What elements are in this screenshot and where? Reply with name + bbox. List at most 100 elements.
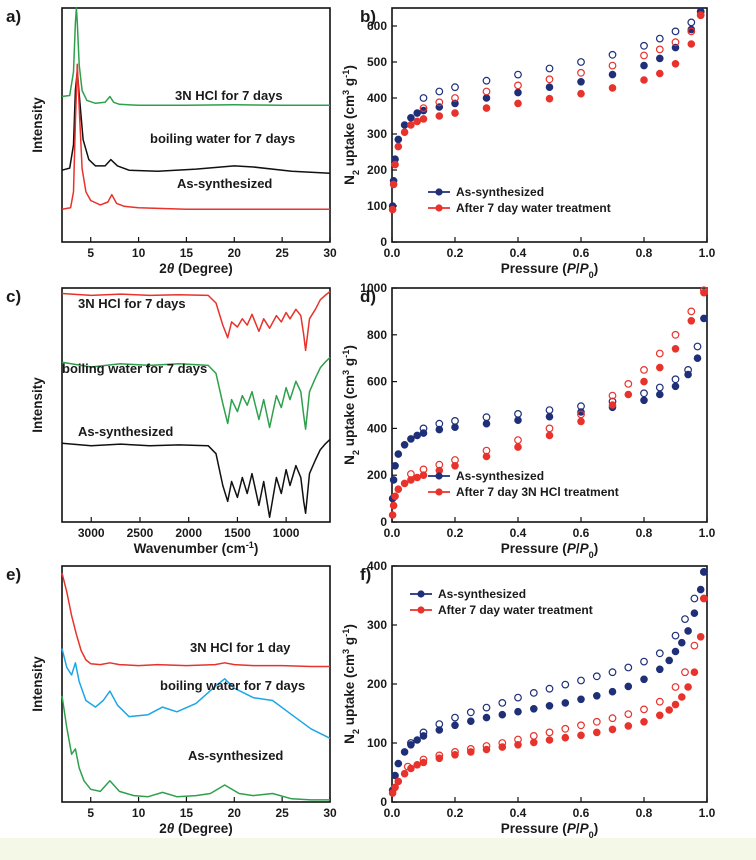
panel-label-f: f) <box>360 565 371 584</box>
trace-label-e-1: boiling water for 7 days <box>160 678 305 693</box>
x-tick-label-b: 1.0 <box>699 246 716 260</box>
data-point-b-3 <box>640 51 648 60</box>
x-axis-title-f: Pressure (P/P0) <box>501 821 598 838</box>
data-point-b-0 <box>419 106 428 115</box>
data-point-f-0 <box>514 707 522 716</box>
data-point-f-1 <box>529 689 538 697</box>
data-point-f-3 <box>545 728 554 737</box>
data-point-b-3 <box>482 87 491 96</box>
data-point-d-2 <box>391 492 399 501</box>
data-point-f-2 <box>391 783 399 792</box>
data-point-f-3 <box>451 748 459 756</box>
data-point-b-2 <box>451 109 459 117</box>
trace-label-a-0: 3N HCl for 7 days <box>175 88 283 103</box>
legend-label-d-1: After 7 day 3N HCl treatment <box>456 485 619 499</box>
x-tick-label-f: 0.6 <box>573 806 590 820</box>
y-tick-label-d: 800 <box>367 328 387 342</box>
data-point-b-3 <box>514 81 522 90</box>
data-point-b-1 <box>608 50 617 59</box>
data-point-f-0 <box>498 710 507 719</box>
data-point-f-0 <box>696 585 705 594</box>
y-tick-label-b: 500 <box>367 55 387 69</box>
x-tick-label-c: 2500 <box>127 526 154 540</box>
data-point-d-3 <box>577 410 585 419</box>
x-tick-label-a: 25 <box>275 246 289 260</box>
x-tick-label-c: 1000 <box>273 526 300 540</box>
panel-label-e: e) <box>6 565 21 584</box>
data-point-f-2 <box>690 668 699 677</box>
data-point-b-1 <box>435 87 444 96</box>
data-point-f-1 <box>435 720 444 728</box>
y-tick-label-f: 300 <box>367 618 387 632</box>
y-tick-label-d: 400 <box>367 421 387 435</box>
data-point-b-2 <box>482 104 491 112</box>
data-point-f-2 <box>678 693 686 701</box>
x-tick-label-b: 0.8 <box>636 246 653 260</box>
data-point-b-2 <box>656 69 664 78</box>
data-point-d-0 <box>545 412 554 421</box>
trace-label-e-2: As-synthesized <box>188 748 283 763</box>
panel-label-b: b) <box>360 7 376 26</box>
data-point-b-3 <box>577 68 585 77</box>
x-tick-label-e: 20 <box>228 806 242 820</box>
data-point-b-3 <box>419 104 428 112</box>
panel-label-c: c) <box>6 287 21 306</box>
data-point-f-3 <box>514 735 522 744</box>
x-tick-label-e: 15 <box>180 806 194 820</box>
data-point-d-1 <box>482 413 491 422</box>
data-point-f-1 <box>624 663 633 672</box>
y-tick-label-b: 0 <box>380 235 387 249</box>
series-line-c-0 <box>61 291 331 352</box>
data-point-b-2 <box>394 142 403 151</box>
data-point-d-2 <box>624 390 633 399</box>
data-point-d-1 <box>577 402 585 411</box>
data-point-f-2 <box>624 722 633 730</box>
trace-label-c-1: boiling water for 7 days <box>62 361 207 376</box>
data-point-b-0 <box>407 114 415 122</box>
data-point-f-2 <box>640 718 648 726</box>
x-tick-label-d: 0.8 <box>636 526 653 540</box>
legend-marker-d <box>435 472 443 480</box>
data-point-f-3 <box>498 739 507 747</box>
data-point-f-1 <box>690 594 699 603</box>
plot-frame-f <box>391 565 708 803</box>
data-point-f-1 <box>671 631 680 640</box>
data-point-f-2 <box>696 633 705 641</box>
data-point-d-2 <box>419 471 428 480</box>
data-point-f-3 <box>435 751 444 760</box>
data-point-d-0 <box>435 425 444 434</box>
data-point-b-0 <box>514 88 522 97</box>
y-tick-label-b: 300 <box>367 127 387 141</box>
data-point-b-0 <box>656 54 664 63</box>
plot-frame-d <box>391 287 708 523</box>
data-point-d-0 <box>391 462 399 470</box>
series-line-a-1 <box>61 70 331 175</box>
data-point-f-1 <box>482 703 491 712</box>
x-tick-label-d: 1.0 <box>699 526 716 540</box>
data-point-f-0 <box>671 647 680 656</box>
y-axis-title-c: Intensity <box>30 377 45 433</box>
data-point-f-0 <box>593 692 601 700</box>
x-axis-title-a: 2θ (Degree) <box>159 261 233 276</box>
data-point-d-3 <box>407 470 415 478</box>
data-point-d-2 <box>656 363 664 372</box>
legend-marker-f <box>417 590 425 598</box>
data-point-d-1 <box>545 406 554 415</box>
data-point-b-0 <box>640 61 648 70</box>
data-point-d-3 <box>655 349 664 358</box>
data-point-f-3 <box>577 721 585 730</box>
data-point-d-3 <box>687 307 696 316</box>
data-point-b-1 <box>482 76 491 85</box>
data-point-f-1 <box>407 739 415 747</box>
x-axis-title-e: 2θ (Degree) <box>159 821 233 836</box>
data-point-b-3 <box>655 45 664 54</box>
data-point-f-1 <box>700 568 708 576</box>
x-tick-label-b: 0.4 <box>510 246 527 260</box>
data-point-d-2 <box>407 476 415 484</box>
data-point-b-1 <box>545 64 554 73</box>
legend-marker-f <box>417 606 425 614</box>
data-point-d-2 <box>608 401 617 409</box>
y-tick-label-b: 100 <box>367 199 387 213</box>
x-tick-label-b: 0.2 <box>447 246 464 260</box>
y-axis-title-d: N2 uptake (cm3 g-1) <box>341 345 361 465</box>
